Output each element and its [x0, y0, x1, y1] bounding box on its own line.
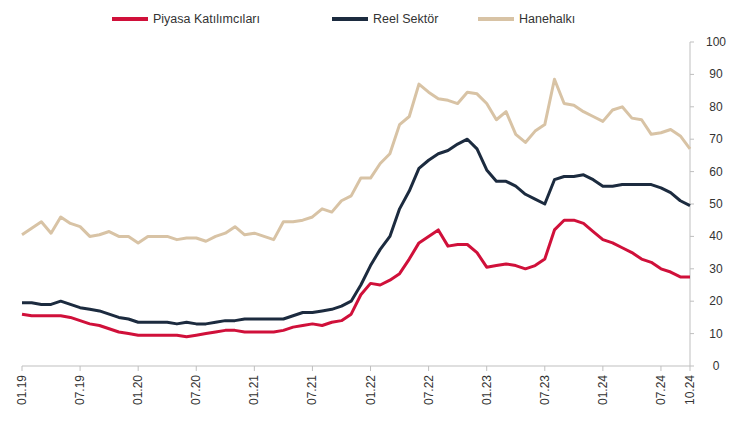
x-tick: [370, 366, 371, 371]
x-tick-label: 07.24: [654, 375, 668, 405]
y-tick-label: 60: [709, 165, 723, 179]
x-tick: [312, 366, 313, 371]
y-tick: [690, 42, 694, 43]
y-tick-label: 40: [709, 229, 723, 243]
y-tick-label: 90: [709, 67, 723, 81]
y-tick-label: 100: [706, 35, 726, 49]
x-tick-label: 01.22: [364, 375, 378, 405]
y-tick: [690, 236, 694, 237]
legend-swatch: [332, 17, 368, 21]
y-tick-label: 50: [709, 197, 723, 211]
chart-container: 0 10 20 30 40 50 60 70 80 90 100 01.19 07.19 01.20 07.…: [0, 0, 740, 424]
chart-svg: 0 10 20 30 40 50 60 70 80 90 100 01.19 07.19 01.20 07.…: [0, 0, 740, 424]
x-tick-label: 07.23: [538, 375, 552, 405]
x-tick: [138, 366, 139, 371]
legend-label: Hanehalkı: [519, 12, 575, 26]
x-tick: [690, 366, 691, 371]
y-tick-label: 0: [713, 359, 720, 373]
y-tick-label: 10: [709, 327, 723, 341]
y-tick-label: 20: [709, 294, 723, 308]
y-tick: [690, 333, 694, 334]
y-tick: [690, 74, 694, 75]
y-tick: [690, 366, 694, 367]
x-tick: [254, 366, 255, 371]
x-tick: [544, 366, 545, 371]
x-tick-label: 10.24: [683, 375, 697, 405]
y-tick: [690, 139, 694, 140]
series-line: [22, 139, 690, 324]
x-tick: [80, 366, 81, 371]
x-tick-label: 07.22: [422, 375, 436, 405]
legend-swatch: [112, 17, 148, 21]
legend-label: Reel Sektör: [373, 12, 438, 26]
legend-swatch: [478, 17, 514, 21]
y-tick: [690, 301, 694, 302]
x-tick: [660, 366, 661, 371]
x-tick: [428, 366, 429, 371]
legend-label: Piyasa Katılımcıları: [153, 12, 260, 26]
x-tick-label: 07.19: [73, 375, 87, 405]
legend: Piyasa Katılımcıları Reel Sektör Hanehalkı: [112, 12, 575, 26]
x-tick-label: 01.21: [247, 375, 261, 405]
series-line: [22, 220, 690, 337]
x-tick-label: 07.21: [305, 375, 319, 405]
plot-area: [22, 79, 690, 337]
y-tick: [690, 106, 694, 107]
x-tick: [22, 366, 23, 371]
y-tick-label: 30: [709, 262, 723, 276]
x-tick-label: 01.20: [131, 375, 145, 405]
x-tick: [196, 366, 197, 371]
x-tick-label: 07.20: [189, 375, 203, 405]
x-tick-label: 01.19: [15, 375, 29, 405]
x-axis-line: [22, 366, 690, 367]
x-tick-label: 01.23: [480, 375, 494, 405]
y-tick: [690, 268, 694, 269]
x-tick: [602, 366, 603, 371]
y-tick: [690, 171, 694, 172]
y-tick-label: 70: [709, 132, 723, 146]
x-tick: [486, 366, 487, 371]
series-line: [22, 79, 690, 243]
x-tick-label: 01.24: [596, 375, 610, 405]
y-tick-label: 80: [709, 100, 723, 114]
